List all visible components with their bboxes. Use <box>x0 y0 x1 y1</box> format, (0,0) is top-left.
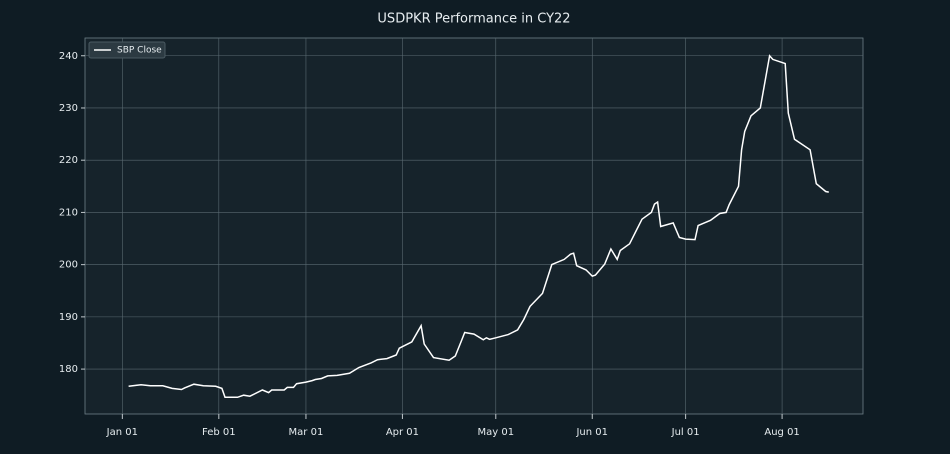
legend-box <box>88 41 166 59</box>
x-tick-label: Jan 01 <box>106 427 138 438</box>
y-tick-label: 220 <box>59 155 78 166</box>
y-tick-label: 210 <box>59 207 78 218</box>
x-tick-label: Aug 01 <box>764 427 799 438</box>
x-tick-label: Jul 01 <box>671 427 700 438</box>
y-tick-label: 190 <box>59 312 78 323</box>
y-tick-label: 230 <box>59 103 78 114</box>
x-tick-label: Mar 01 <box>289 427 324 438</box>
plot-area <box>84 37 864 415</box>
data-line <box>128 54 829 399</box>
y-tick-label: 240 <box>59 51 78 62</box>
x-tick-label: Jun 01 <box>575 427 608 438</box>
x-tick-label: May 01 <box>477 427 514 438</box>
y-tick-label: 180 <box>59 364 78 375</box>
y-tick-label: 200 <box>59 260 78 271</box>
chart-title: USDPKR Performance in CY22 <box>377 12 570 27</box>
x-tick-label: Feb 01 <box>202 427 236 438</box>
legend-label: SBP Close <box>117 46 162 56</box>
x-tick-label: Apr 01 <box>386 427 419 438</box>
